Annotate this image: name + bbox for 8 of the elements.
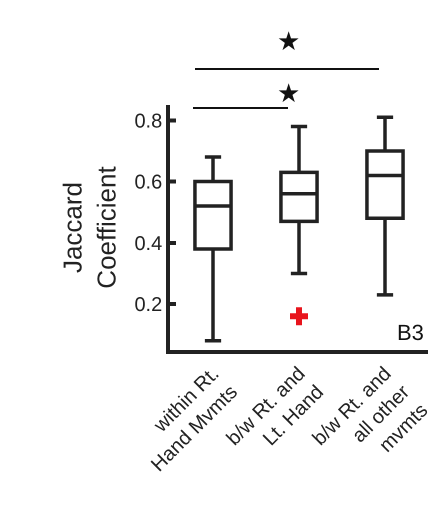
annotation: B3 [397, 320, 424, 345]
y-tick-label: 0.8 [134, 110, 162, 132]
y-axis-title: Jaccard Coefficient [58, 166, 122, 289]
annotation: ★ [277, 78, 300, 108]
text: ★ [277, 26, 300, 56]
y-tick-label: 0.4 [134, 232, 162, 255]
y-tick-label: 0.6 [134, 172, 162, 194]
y-tick-label: 0.2 [134, 294, 162, 316]
